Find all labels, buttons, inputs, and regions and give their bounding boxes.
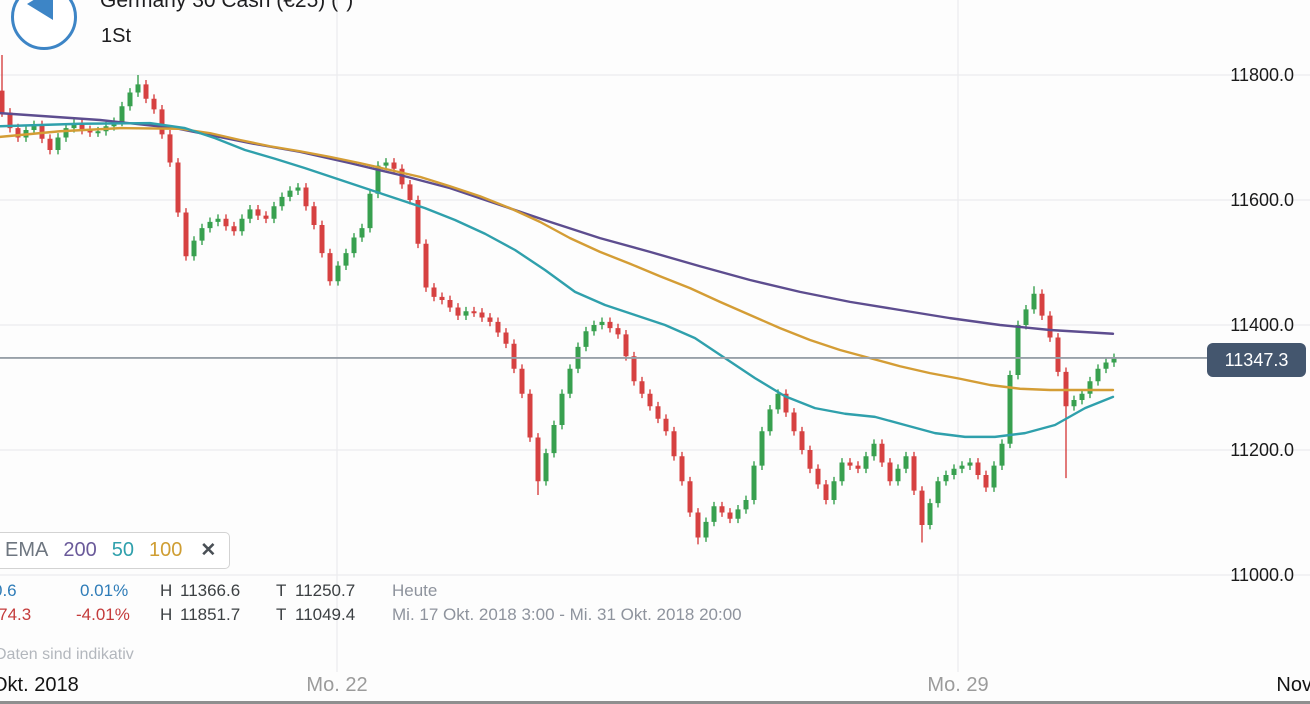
y-axis-label: 11000.0: [1230, 565, 1294, 585]
period-change: -474.3: [0, 605, 32, 624]
timeframe-button[interactable]: 1St: [101, 25, 132, 47]
ema-legend-label: EMA: [5, 539, 49, 561]
period-low: 11049.4: [295, 605, 356, 624]
period-high-label: H: [160, 605, 173, 624]
today-low: 11250.7: [295, 581, 356, 600]
today-change: 0.6: [0, 581, 17, 600]
y-axis-label: 11400.0: [1230, 315, 1294, 335]
y-axis-label: 11600.0: [1230, 190, 1294, 210]
x-axis-label: Okt. 2018: [0, 674, 79, 696]
bottom-panel-edge: [0, 701, 1310, 704]
ema-legend: EMA 200 50 100 ✕: [0, 532, 231, 569]
x-axis-label: Nov: [1276, 674, 1310, 696]
period-change-pct: -4.01%: [76, 605, 130, 624]
today-range-text: Heute: [392, 581, 438, 600]
y-axis-label: 11200.0: [1230, 440, 1294, 460]
back-arrow-icon: [27, 0, 53, 20]
x-axis-label: Mo. 22: [306, 674, 368, 696]
today-high: 11366.6: [180, 581, 241, 600]
period-range-text: Mi. 17 Okt. 2018 3:00 - Mi. 31 Okt. 2018…: [392, 605, 742, 624]
ema-legend-close-icon[interactable]: ✕: [200, 540, 217, 561]
current-price-badge: 11347.3: [1207, 343, 1306, 377]
ema-legend-period-200[interactable]: 200: [63, 539, 97, 561]
period-high: 11851.7: [180, 605, 241, 624]
disclaimer-text: Daten sind indikativ: [0, 646, 134, 663]
period-low-label: T: [276, 605, 287, 624]
x-axis-label: Mo. 29: [927, 674, 989, 696]
today-low-label: T: [276, 581, 287, 600]
ema-legend-period-100[interactable]: 100: [148, 539, 183, 561]
y-axis-label: 11800.0: [1230, 65, 1294, 85]
today-change-pct: 0.01%: [80, 581, 129, 600]
today-high-label: H: [160, 581, 173, 600]
ema-legend-period-50[interactable]: 50: [111, 539, 134, 561]
instrument-title: Germany 30 Cash (€25) (*): [100, 0, 354, 12]
